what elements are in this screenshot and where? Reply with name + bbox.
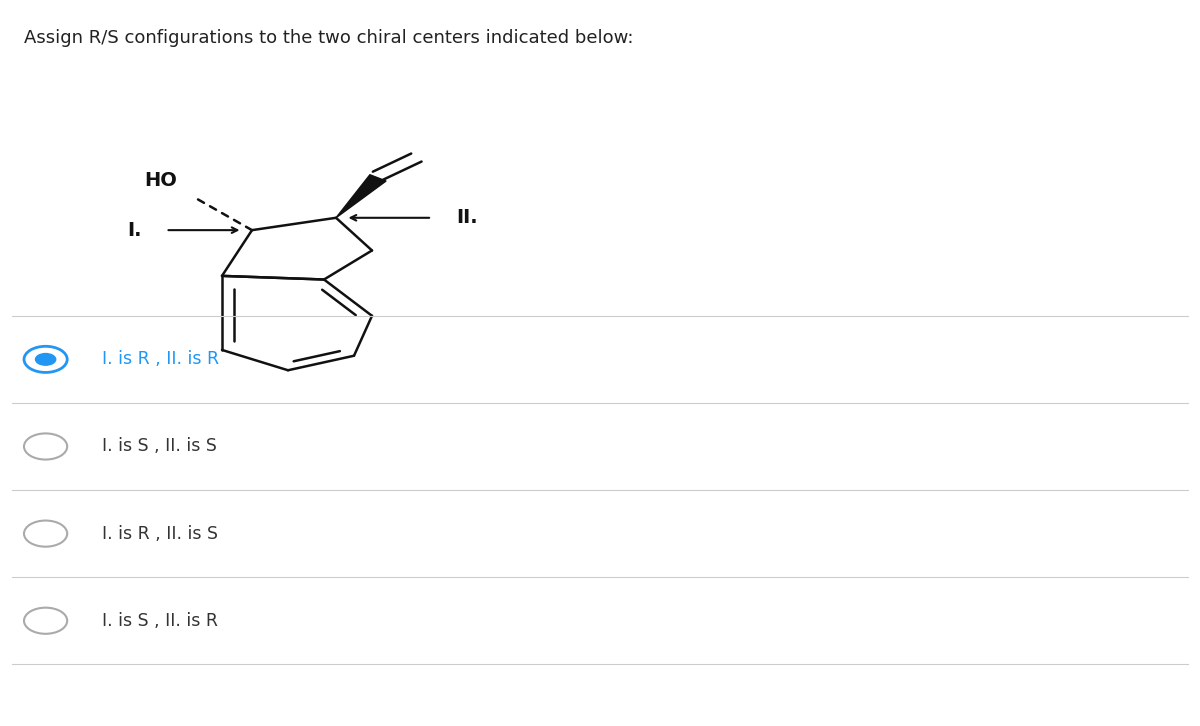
- Text: I. is S , II. is R: I. is S , II. is R: [102, 612, 218, 629]
- Text: I. is R , II. is S: I. is R , II. is S: [102, 525, 218, 542]
- Text: II.: II.: [456, 208, 478, 227]
- Polygon shape: [336, 175, 386, 218]
- Text: Assign R/S configurations to the two chiral centers indicated below:: Assign R/S configurations to the two chi…: [24, 29, 634, 47]
- Circle shape: [35, 353, 56, 366]
- Text: HO: HO: [145, 171, 178, 190]
- Circle shape: [24, 346, 67, 372]
- Text: I.: I.: [127, 221, 142, 240]
- Text: I. is S , II. is S: I. is S , II. is S: [102, 438, 217, 455]
- Circle shape: [24, 521, 67, 547]
- Text: I. is R , II. is R: I. is R , II. is R: [102, 351, 220, 368]
- Circle shape: [24, 608, 67, 634]
- Circle shape: [24, 433, 67, 460]
